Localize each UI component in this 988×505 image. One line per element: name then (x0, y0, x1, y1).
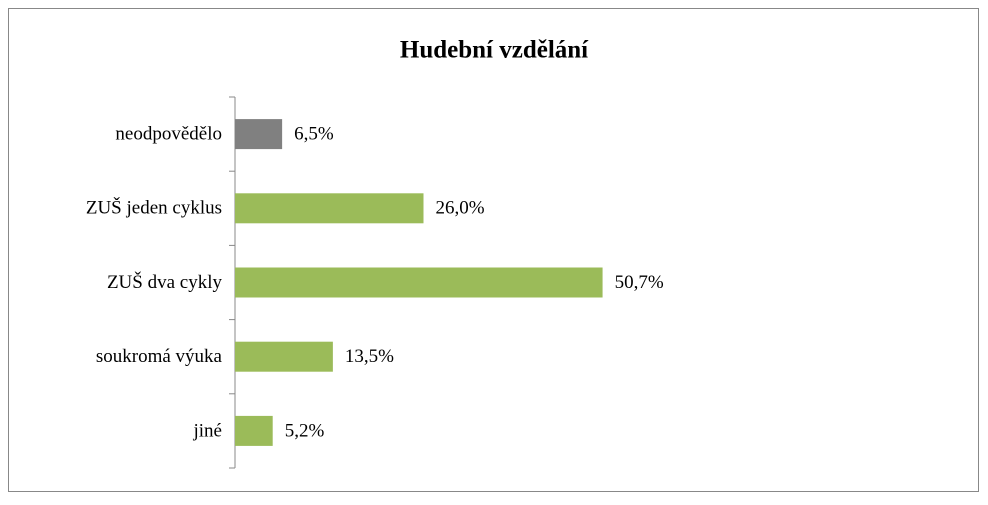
category-label: neodpovědělo (115, 123, 222, 144)
bar (235, 341, 333, 372)
category-label: jiné (193, 420, 223, 441)
data-label: 50,7% (615, 272, 664, 293)
bar (235, 267, 603, 298)
bar (235, 193, 424, 224)
data-label: 13,5% (345, 346, 394, 367)
category-label: ZUŠ jeden cyklus (86, 197, 222, 219)
chart-title: Hudební vzdělání (400, 37, 589, 64)
data-label: 26,0% (436, 198, 485, 219)
bar (235, 119, 283, 150)
data-label: 6,5% (294, 123, 334, 144)
category-label: soukromá výuka (96, 346, 223, 367)
data-label: 5,2% (285, 420, 325, 441)
bar (235, 415, 273, 446)
chart-frame (8, 8, 979, 492)
category-label: ZUŠ dva cykly (107, 271, 223, 293)
